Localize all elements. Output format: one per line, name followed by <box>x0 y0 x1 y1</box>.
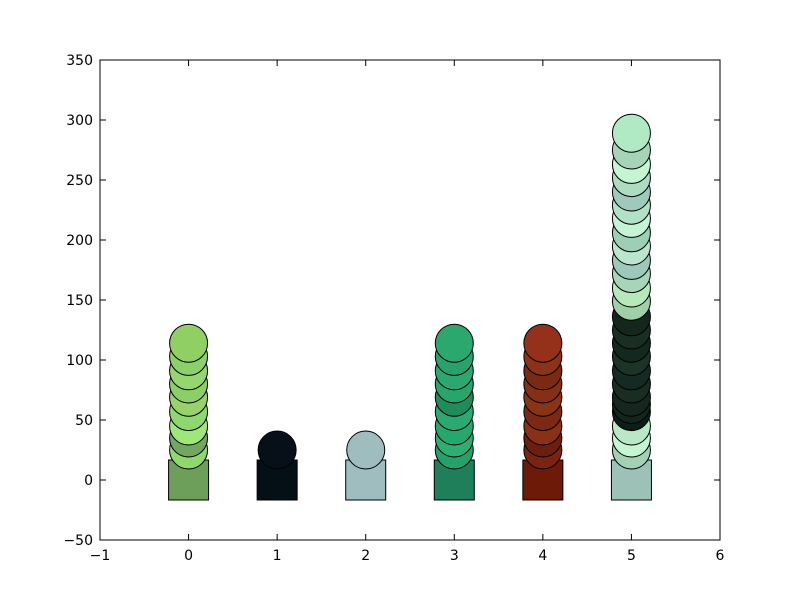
circle-marker-5-24 <box>611 113 651 153</box>
circle-marker-1-0 <box>257 430 297 470</box>
y-tick-label: 150 <box>66 293 93 309</box>
y-tick-label: −50 <box>63 533 93 549</box>
x-tick-label: 0 <box>184 548 193 564</box>
y-tick-label: 200 <box>66 233 93 249</box>
x-tick-label: −1 <box>90 548 111 564</box>
circle-marker-0-8 <box>169 323 209 363</box>
data-marks <box>168 113 652 501</box>
x-tick-label: 6 <box>716 548 725 564</box>
y-tick-label: 350 <box>66 53 93 69</box>
x-tick-label: 3 <box>450 548 459 564</box>
circle-marker-4-8 <box>523 323 563 363</box>
plot-area: −1 0 1 2 3 4 5 6 −50 0 50 100 150 200 250 300 350 <box>63 53 724 564</box>
axis-ticks <box>99 59 721 541</box>
y-tick-label: 50 <box>75 413 93 429</box>
y-tick-label: 100 <box>66 353 93 369</box>
x-tick-label: 5 <box>627 548 636 564</box>
x-tick-label: 1 <box>273 548 282 564</box>
x-tick-label: 2 <box>361 548 370 564</box>
y-tick-label: 300 <box>66 113 93 129</box>
y-tick-label: 250 <box>66 173 93 189</box>
axis-tick-labels: −1 0 1 2 3 4 5 6 −50 0 50 100 150 200 250 300 350 <box>63 53 724 564</box>
y-tick-label: 0 <box>84 473 93 489</box>
circle-marker-3-8 <box>434 323 474 363</box>
x-tick-label: 4 <box>538 548 547 564</box>
circle-marker-2-0 <box>346 430 386 470</box>
